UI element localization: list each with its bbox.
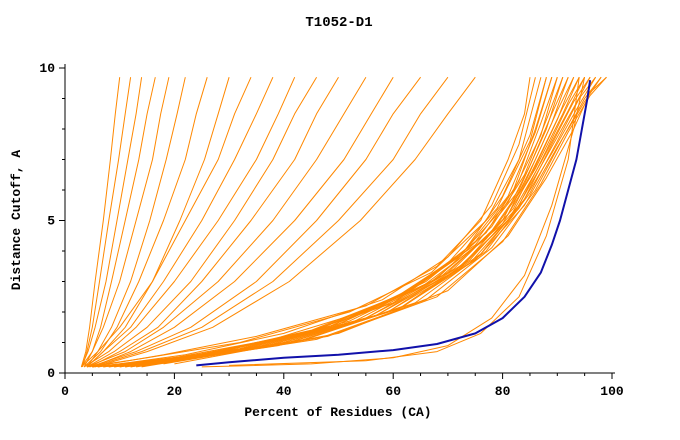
x-tick-label: 60 <box>385 384 401 399</box>
model-curve <box>163 76 607 365</box>
x-tick-label: 0 <box>61 384 69 399</box>
model-curve <box>157 76 602 365</box>
y-tick-label: 5 <box>47 214 55 229</box>
model-curve <box>97 77 536 368</box>
model-curve <box>147 76 591 366</box>
model-curve <box>81 76 252 368</box>
model-curve <box>82 77 132 368</box>
x-tick-label: 80 <box>495 384 511 399</box>
model-curve <box>80 77 143 368</box>
y-tick-label: 0 <box>47 366 55 381</box>
model-curve <box>229 77 580 366</box>
model-curve <box>201 77 586 368</box>
chart-title: T1052-D1 <box>305 15 372 31</box>
model-curve <box>86 77 230 368</box>
model-curve <box>92 77 547 368</box>
model-curve <box>89 76 422 368</box>
y-axis-label: Distance Cutoff, A <box>9 150 24 291</box>
model-curve <box>92 77 531 368</box>
model-curve <box>103 77 564 368</box>
highlight-curve <box>196 80 592 367</box>
model-curve <box>92 76 449 368</box>
model-curve <box>141 76 602 368</box>
model-curve <box>89 76 339 368</box>
y-tick-label: 10 <box>39 61 55 76</box>
model-curve <box>97 77 553 368</box>
model-curve <box>83 76 296 368</box>
model-curve <box>141 76 586 366</box>
x-tick-label: 40 <box>276 384 292 399</box>
model-curve <box>86 77 542 368</box>
series-layer <box>80 76 607 368</box>
model-curve <box>86 76 367 368</box>
model-curve <box>130 76 591 368</box>
model-curve <box>92 76 394 368</box>
model-curve <box>86 76 274 368</box>
model-curve <box>80 77 170 368</box>
model-curve <box>80 77 121 368</box>
model-curve <box>86 76 318 368</box>
model-curve <box>86 77 186 368</box>
x-tick-label: 20 <box>167 384 183 399</box>
axis-layer: 0 20 40 60 80 100 0 5 10 <box>39 61 624 399</box>
model-curve <box>83 77 156 368</box>
model-curve <box>83 77 208 368</box>
model-curve <box>119 76 580 368</box>
x-tick-label: 100 <box>600 384 624 399</box>
model-curve <box>94 76 476 368</box>
x-axis-label: Percent of Residues (CA) <box>244 405 431 420</box>
model-curve <box>136 76 597 368</box>
